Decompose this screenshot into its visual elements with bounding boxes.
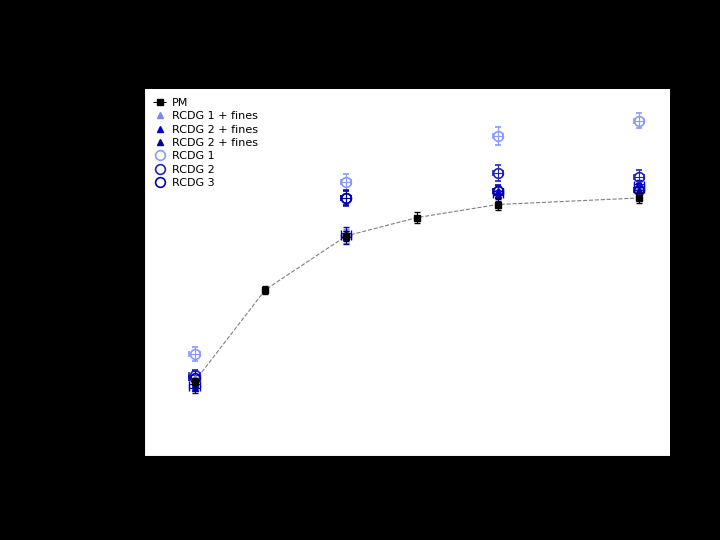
X-axis label: tableting pressure [MPa]: tableting pressure [MPa]: [330, 482, 484, 495]
Text: JPharm.Sci 2018 1073143-3152 DOI: (10.1016/j.xphs.2018.09.006): JPharm.Sci 2018 1073143-3152 DOI: (10.10…: [14, 508, 294, 517]
Text: Copyright © 2018  Terms and Conditions: Copyright © 2018 Terms and Conditions: [14, 519, 186, 529]
Y-axis label: tensile strength [MPa]: tensile strength [MPa]: [97, 204, 110, 342]
Legend: PM, RCDG 1 + fines, RCDG 2 + fines, RCDG 2 + fines, RCDG 1, RCDG 2, RCDG 3: PM, RCDG 1 + fines, RCDG 2 + fines, RCDG…: [150, 94, 261, 191]
Text: Figure 5: Figure 5: [332, 19, 388, 33]
